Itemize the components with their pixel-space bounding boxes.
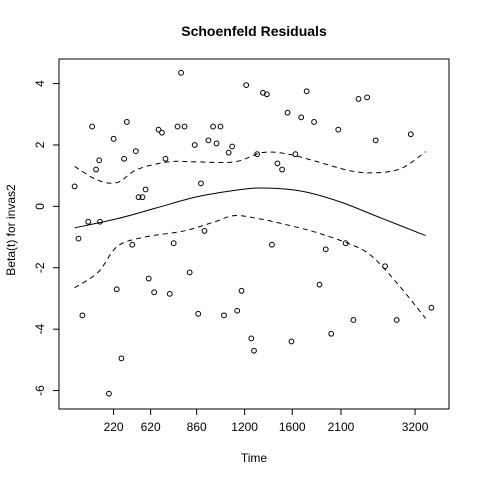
residual-point — [130, 242, 135, 247]
residual-point — [285, 110, 290, 115]
x-tick-label: 3200 — [402, 420, 429, 434]
residual-point — [312, 120, 317, 125]
residual-point — [317, 282, 322, 287]
residual-point — [226, 150, 231, 155]
residual-point — [187, 270, 192, 275]
residual-point — [146, 276, 151, 281]
y-tick-label: 2 — [33, 141, 47, 148]
residual-point — [394, 318, 399, 323]
residual-point — [304, 89, 309, 94]
y-tick-label: 0 — [33, 203, 47, 210]
residual-point — [163, 156, 168, 161]
residual-point — [199, 181, 204, 186]
residual-point — [72, 184, 77, 189]
residual-point — [373, 138, 378, 143]
residual-point — [97, 158, 102, 163]
residual-point — [175, 124, 180, 129]
residual-point — [365, 95, 370, 100]
residual-point — [206, 138, 211, 143]
x-tick-label: 620 — [141, 420, 161, 434]
x-tick-label: 1200 — [231, 420, 258, 434]
residual-point — [107, 391, 112, 396]
residual-point — [280, 167, 285, 172]
residual-point — [275, 161, 280, 166]
residual-point — [80, 313, 85, 318]
residual-point — [293, 152, 298, 157]
residual-point — [408, 132, 413, 137]
residual-point — [119, 356, 124, 361]
residual-point — [244, 83, 249, 88]
residual-point — [122, 156, 127, 161]
residual-point — [323, 247, 328, 252]
residual-point — [239, 288, 244, 293]
residual-point — [252, 348, 257, 353]
residual-point — [124, 120, 129, 125]
residual-point — [111, 136, 116, 141]
residual-point — [356, 97, 361, 102]
residual-point — [90, 124, 95, 129]
residual-point — [429, 305, 434, 310]
x-tick-label: 220 — [104, 420, 124, 434]
residual-point — [86, 219, 91, 224]
y-axis: -6 -4 -2 0 2 4 — [33, 80, 59, 396]
residual-point — [160, 130, 165, 135]
residual-point — [167, 291, 172, 296]
residual-point — [202, 229, 207, 234]
residual-point — [152, 290, 157, 295]
residual-point — [192, 143, 197, 148]
fitted-line — [75, 188, 426, 236]
plot-frame — [59, 59, 449, 409]
confidence-band-line — [75, 216, 426, 319]
residual-point — [351, 318, 356, 323]
residual-point — [249, 336, 254, 341]
fitted-curves — [75, 152, 426, 319]
residual-point — [196, 311, 201, 316]
residual-point — [336, 127, 341, 132]
x-axis-label: Time — [241, 451, 268, 465]
y-tick-label: -4 — [33, 324, 47, 335]
x-tick-label: 2100 — [328, 420, 355, 434]
residual-point — [114, 287, 119, 292]
residual-point — [299, 115, 304, 120]
residual-point — [133, 149, 138, 154]
residual-point — [179, 70, 184, 75]
residual-point — [182, 124, 187, 129]
x-tick-label: 860 — [187, 420, 207, 434]
residual-point — [211, 124, 216, 129]
y-tick-label: 4 — [33, 80, 47, 87]
confidence-band-line — [75, 152, 426, 184]
residual-point — [329, 331, 334, 336]
residual-point — [289, 339, 294, 344]
y-tick-label: -2 — [33, 262, 47, 273]
residual-point — [270, 242, 275, 247]
residual-point — [230, 144, 235, 149]
x-tick-label: 1600 — [279, 420, 306, 434]
residual-point — [222, 313, 227, 318]
residual-point — [94, 167, 99, 172]
residual-point — [143, 187, 148, 192]
x-axis: 220 620 860 1200 1600 2100 3200 — [104, 409, 429, 434]
residual-point — [235, 308, 240, 313]
residual-point — [171, 241, 176, 246]
y-axis-label: Beta(t) for invas2 — [4, 184, 18, 276]
residual-point — [383, 264, 388, 269]
residual-points — [72, 70, 434, 396]
residual-point — [76, 236, 81, 241]
residual-point — [218, 124, 223, 129]
y-tick-label: -6 — [33, 385, 47, 396]
residual-point — [214, 141, 219, 146]
chart-title: Schoenfeld Residuals — [181, 23, 327, 39]
